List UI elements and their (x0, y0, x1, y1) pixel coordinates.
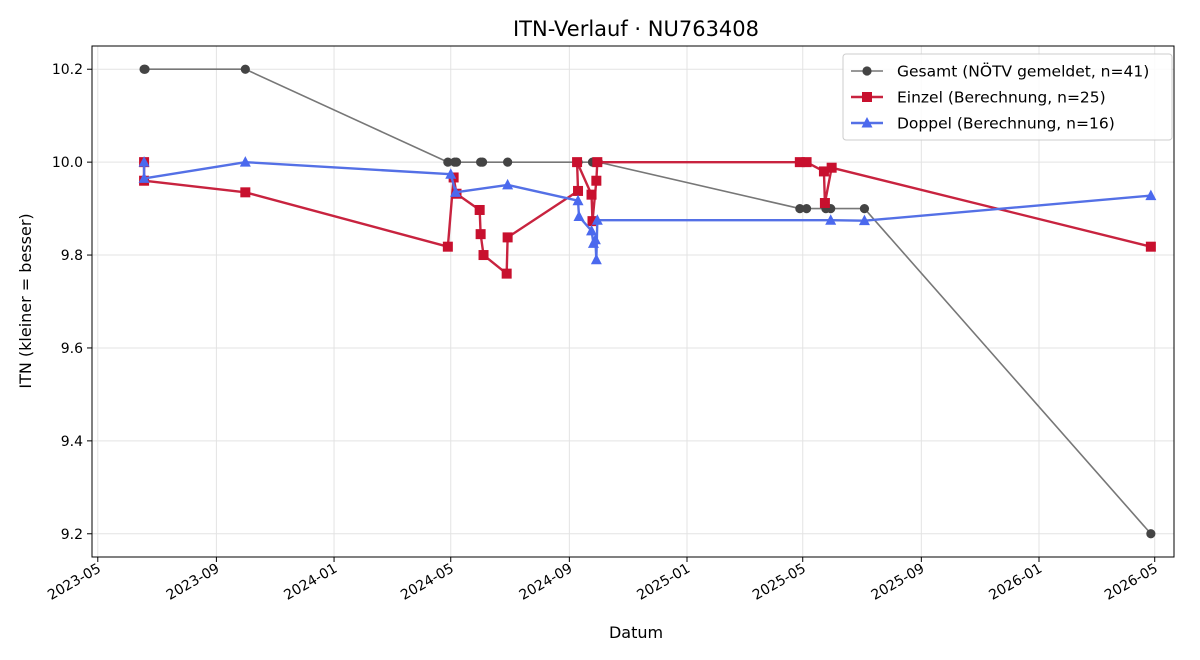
data-point-gesamt (1146, 529, 1156, 539)
data-point-doppel (138, 156, 150, 167)
data-point-doppel (572, 194, 584, 206)
data-point-einzel (573, 185, 584, 196)
data-point-einzel (240, 187, 251, 198)
series-line-doppel (142, 160, 1151, 261)
chart-title: ITN-Verlauf · NU763408 (513, 17, 759, 41)
x-axis-label: Datum (609, 623, 663, 642)
data-point-einzel (474, 204, 485, 215)
data-point-doppel (858, 214, 870, 226)
data-point-gesamt (240, 64, 250, 74)
y-tick-label: 9.4 (61, 434, 83, 450)
data-point-doppel (502, 178, 514, 190)
y-tick-label: 10.0 (52, 155, 83, 171)
data-point-einzel (794, 157, 805, 168)
data-point-gesamt (140, 64, 150, 74)
y-tick-label: 9.2 (61, 527, 83, 543)
data-point-gesamt (801, 203, 812, 214)
data-point-doppel (239, 156, 251, 167)
data-point-doppel (573, 210, 585, 221)
series-einzel (139, 157, 1156, 279)
grid-lines (92, 46, 1174, 557)
data-point-einzel (475, 229, 486, 240)
legend-box (842, 53, 1173, 141)
y-tick-label: 9.6 (61, 341, 83, 357)
legend: Gesamt (NÖTV gemeldet, n=41) Einzel (Bere… (842, 53, 1173, 141)
y-axis-label: ITN (kleiner = besser) (16, 213, 35, 388)
data-point-einzel (801, 157, 812, 168)
plot-frame (91, 45, 1175, 558)
legend-marker-doppel (861, 117, 873, 128)
data-point-einzel (572, 157, 583, 168)
data-point-gesamt (859, 203, 870, 214)
legend-label-doppel: Doppel (Berechnung, n=16) (897, 115, 1115, 133)
data-point-doppel (138, 172, 150, 183)
data-point-einzel (501, 268, 512, 279)
data-point-einzel (502, 232, 513, 243)
data-point-gesamt (443, 157, 453, 167)
y-tick-label: 10.2 (52, 62, 83, 78)
data-point-einzel (591, 175, 602, 186)
data-point-doppel (450, 186, 462, 197)
legend-label-gesamt: Gesamt (NÖTV gemeldet, n=41) (897, 62, 1149, 81)
data-point-einzel (592, 157, 603, 168)
legend-marker-einzel (862, 92, 872, 102)
data-point-doppel (586, 224, 598, 236)
data-point-einzel (819, 198, 830, 209)
data-point-doppel (591, 214, 603, 225)
data-point-einzel (442, 241, 453, 252)
data-point-doppel (445, 168, 457, 179)
data-point-doppel (589, 233, 601, 245)
data-point-doppel (590, 253, 602, 265)
data-point-gesamt (451, 157, 462, 167)
data-point-gesamt (503, 157, 513, 167)
data-point-einzel (478, 250, 489, 261)
series-doppel (138, 156, 1157, 265)
data-point-einzel (818, 166, 829, 177)
series-lines (138, 64, 1157, 539)
legend-marker-gesamt (862, 66, 872, 76)
data-point-einzel (586, 189, 597, 200)
legend-label-einzel: Einzel (Berechnung, n=25) (897, 89, 1106, 107)
data-point-gesamt (795, 203, 805, 214)
data-point-einzel (587, 216, 598, 227)
data-point-doppel (825, 214, 837, 225)
data-point-gesamt (477, 157, 488, 167)
data-point-doppel (1145, 189, 1157, 201)
y-tick-label: 9.8 (61, 248, 83, 264)
data-point-einzel (1145, 241, 1156, 252)
y-axis-ticks: 9.2 9.4 9.6 9.8 10.0 10.2 (52, 62, 92, 543)
data-point-einzel (826, 162, 837, 173)
